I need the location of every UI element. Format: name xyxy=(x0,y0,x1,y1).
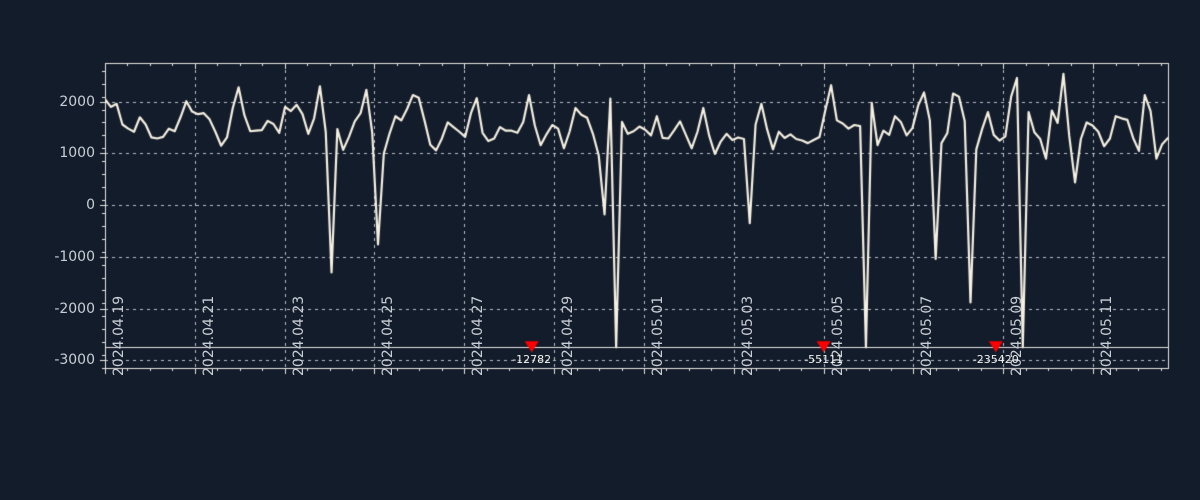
x-axis-tick-label: 2024.04.27 xyxy=(470,295,487,376)
x-axis-tick-label: 2024.05.01 xyxy=(649,295,666,376)
y-axis-tick-label: 2000 xyxy=(59,93,95,110)
x-axis-tick-label: 2024.05.07 xyxy=(919,295,936,376)
x-axis-tick-label: 2024.04.21 xyxy=(200,295,217,376)
y-axis-tick-label: -2000 xyxy=(54,300,95,317)
y-axis-tick-label: 0 xyxy=(86,197,95,214)
y-axis-tick-label: 1000 xyxy=(59,145,95,162)
y-axis-tick-label: -1000 xyxy=(54,248,95,265)
x-axis-tick-label: 2024.04.19 xyxy=(111,295,127,376)
x-axis-tick-label: 2024.04.23 xyxy=(290,295,307,376)
x-axis-tick-label: 2024.05.11 xyxy=(1099,295,1116,376)
annotation-label: -55111 xyxy=(804,353,844,367)
x-axis-tick-label: 2024.04.25 xyxy=(380,295,397,376)
x-axis-tick-label: 2024.05.03 xyxy=(739,295,756,376)
annotation-label: -235420 xyxy=(972,353,1019,367)
y-axis-tick-label: -3000 xyxy=(54,352,95,369)
annotation-label: -12782 xyxy=(512,353,552,367)
x-axis-tick-label: 2024.04.29 xyxy=(560,295,577,376)
